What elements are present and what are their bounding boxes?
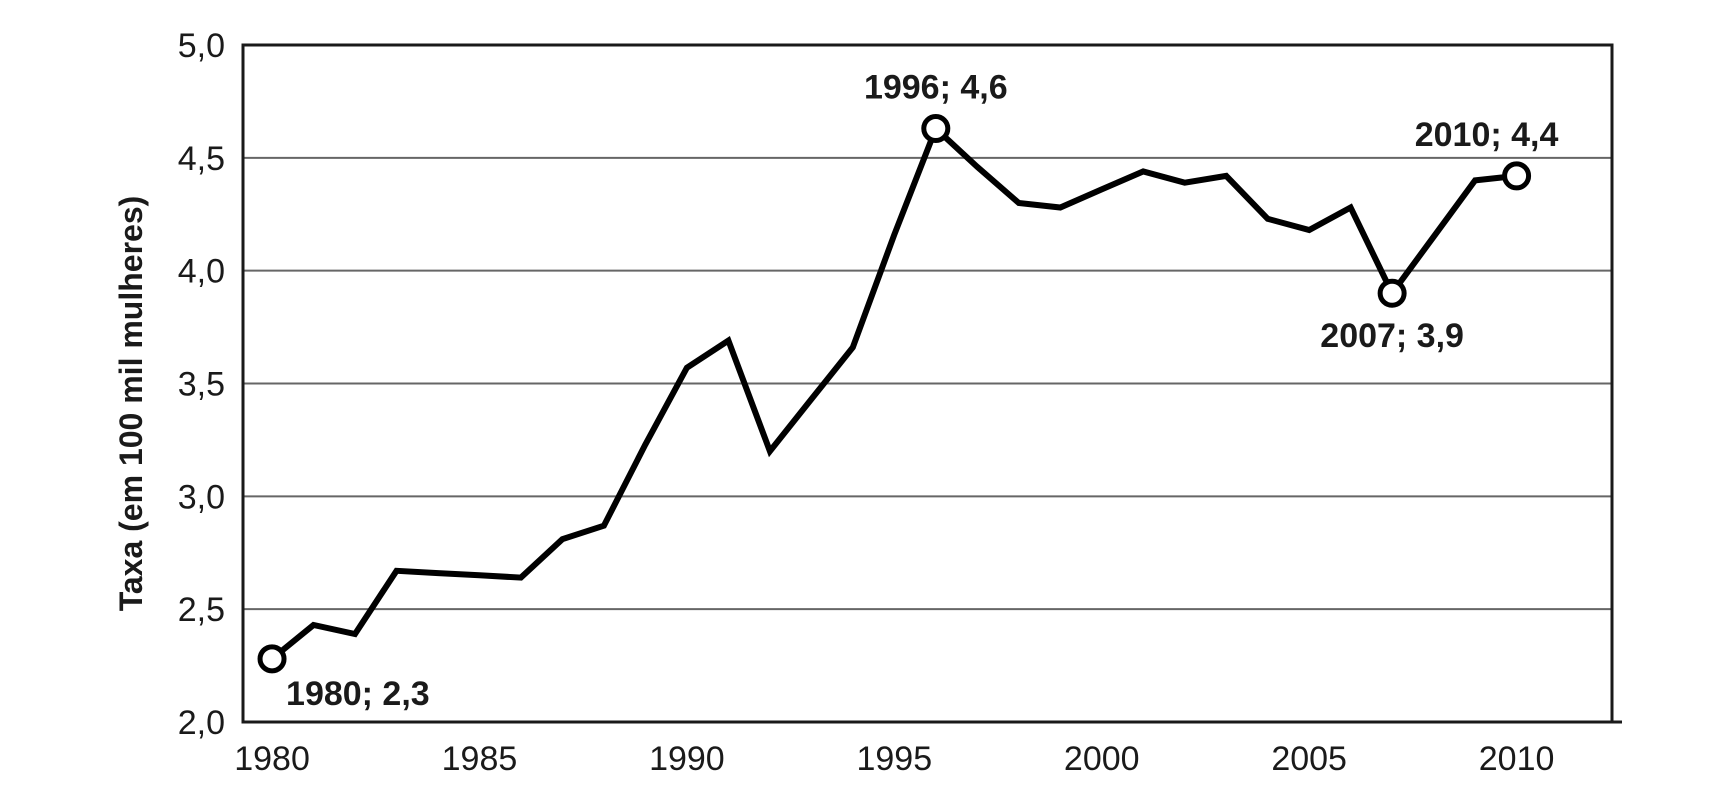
point-label: 1996; 4,6 bbox=[864, 68, 1008, 106]
y-tick-label: 2,5 bbox=[178, 591, 225, 629]
point-label: 1980; 2,3 bbox=[286, 675, 430, 713]
x-tick-label: 1980 bbox=[234, 740, 310, 778]
marker-layer bbox=[257, 113, 1532, 674]
data-point-marker bbox=[921, 113, 951, 143]
grid-layer bbox=[243, 156, 1612, 611]
y-axis-title: Taxa (em 100 mil mulheres) bbox=[113, 196, 149, 612]
y-tick-label: 2,0 bbox=[178, 704, 225, 742]
x-tick-label: 2000 bbox=[1064, 740, 1140, 778]
y-tick-label: 4,5 bbox=[178, 140, 225, 178]
x-tick-label: 2010 bbox=[1479, 740, 1555, 778]
series-layer bbox=[270, 123, 1517, 662]
x-tick-labels: 1980 1985 1990 1995 2000 2005 2010 bbox=[234, 740, 1554, 778]
data-point-marker bbox=[257, 644, 287, 674]
y-tick-label: 3,5 bbox=[178, 366, 225, 404]
data-point-marker bbox=[1377, 278, 1407, 308]
y-tick-label: 4,0 bbox=[178, 253, 225, 291]
series-line bbox=[270, 123, 1517, 662]
data-point-marker bbox=[1502, 161, 1532, 191]
x-tick-label: 2005 bbox=[1271, 740, 1347, 778]
annotation-layer: 1980; 2,3 1996; 4,6 2007; 3,9 2010; 4,4 bbox=[286, 68, 1558, 712]
x-tick-label: 1995 bbox=[856, 740, 932, 778]
y-tick-labels: 2,0 2,5 3,0 3,5 4,0 4,5 5,0 bbox=[178, 27, 225, 742]
x-tick-label: 1990 bbox=[649, 740, 725, 778]
y-tick-label: 3,0 bbox=[178, 478, 225, 516]
x-tick-label: 1985 bbox=[442, 740, 518, 778]
point-label: 2010; 4,4 bbox=[1415, 116, 1559, 154]
y-tick-label: 5,0 bbox=[178, 27, 225, 65]
point-label: 2007; 3,9 bbox=[1320, 317, 1464, 355]
